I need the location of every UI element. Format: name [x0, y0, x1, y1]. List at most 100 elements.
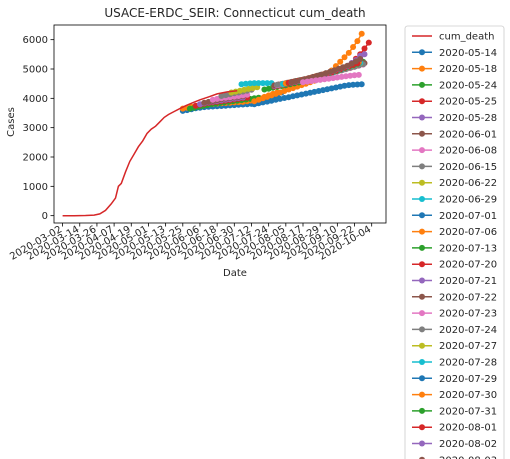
legend-swatch-marker [419, 375, 425, 382]
series-line-cum-death [62, 89, 238, 217]
series-point [345, 49, 352, 56]
y-tick-label: 4000 [23, 94, 48, 105]
legend-label: cum_death [439, 32, 494, 43]
legend-entry: 2020-08-03 [419, 455, 497, 459]
legend-entry: 2020-06-08 [412, 146, 497, 157]
legend-entry: 2020-07-06 [412, 227, 497, 238]
legend-label: 2020-07-31 [439, 406, 497, 417]
legend-label: 2020-07-29 [439, 374, 497, 385]
legend-entry: 2020-07-24 [412, 325, 497, 336]
legend-label: 2020-07-27 [439, 341, 497, 352]
legend-entry: 2020-05-25 [412, 97, 497, 108]
legend-swatch-marker [419, 81, 425, 88]
legend-swatch-marker [419, 163, 425, 170]
series-point [242, 80, 249, 87]
legend-swatch-marker [419, 65, 425, 72]
series-point [361, 45, 368, 52]
legend-label: 2020-07-13 [439, 243, 497, 254]
legend-label: 2020-07-20 [439, 260, 497, 271]
legend-swatch-marker [419, 440, 425, 447]
legend-swatch-marker [419, 49, 425, 56]
series-point [351, 72, 358, 79]
legend-entry: 2020-06-22 [412, 178, 497, 189]
plot-area [53, 24, 387, 224]
legend-entry: 2020-05-14 [412, 48, 497, 59]
legend-entry: 2020-06-29 [412, 195, 497, 206]
legend-entry: 2020-07-31 [412, 406, 497, 417]
legend-swatch-marker [419, 326, 425, 333]
legend-swatch-marker [419, 407, 425, 414]
legend-entry: 2020-06-01 [412, 129, 497, 140]
legend-entry: 2020-07-13 [412, 243, 497, 254]
legend-label: 2020-07-22 [439, 292, 497, 303]
legend-swatch-marker [419, 342, 425, 349]
legend-label: 2020-08-03 [439, 455, 497, 459]
legend-swatch-marker [419, 261, 425, 268]
legend-swatch-marker [419, 179, 425, 186]
legend: cum_death 2020-05-14 2020-05-18 2020-05-24 2… [404, 25, 505, 459]
y-tick-label: 0 [42, 211, 48, 222]
legend-entry: 2020-07-23 [412, 309, 497, 320]
series-point [244, 91, 251, 98]
series-2020-07-01 [251, 81, 365, 108]
legend-entry: 2020-08-02 [412, 439, 497, 450]
legend-swatch-marker [419, 310, 425, 317]
y-tick-label: 5000 [23, 65, 48, 76]
series-point [357, 56, 364, 62]
legend-label: 2020-06-01 [439, 129, 497, 140]
legend-label: 2020-05-18 [439, 64, 497, 75]
y-tick-label: 2000 [23, 153, 48, 164]
legend-entry: cum_death [412, 32, 494, 43]
legend-swatch-marker [419, 293, 425, 300]
x-axis: 2020-03-022020-03-142020-03-262020-04-07… [8, 223, 373, 263]
legend-swatch-marker [419, 147, 425, 154]
legend-entry: 2020-05-24 [412, 80, 497, 91]
y-tick-label: 1000 [23, 182, 48, 193]
legend-label: 2020-06-08 [439, 146, 497, 157]
legend-label: 2020-07-21 [439, 276, 497, 287]
series-point [358, 30, 365, 37]
legend-label: 2020-07-28 [439, 358, 497, 369]
series-point [350, 44, 357, 50]
legend-entry: 2020-08-01 [412, 423, 497, 434]
legend-swatch-marker [419, 114, 425, 121]
legend-swatch-marker [419, 196, 425, 202]
series-point [264, 80, 271, 87]
legend-entry: 2020-07-01 [412, 211, 497, 222]
legend-swatch-marker [419, 391, 425, 398]
legend-swatch-marker [419, 228, 425, 235]
legend-entry: 2020-07-20 [412, 260, 497, 271]
series-point [259, 80, 266, 87]
legend-label: 2020-07-01 [439, 211, 497, 222]
series-point [350, 81, 357, 88]
x-axis-label: Date [223, 268, 247, 279]
legend-label: 2020-06-29 [439, 195, 497, 206]
legend-swatch-marker [419, 130, 425, 137]
series-point [255, 80, 262, 87]
series-point [355, 71, 362, 78]
legend-label: 2020-08-02 [439, 439, 497, 450]
series-point [365, 39, 372, 46]
legend-swatch-marker [419, 456, 425, 459]
y-axis-label: Cases [6, 107, 17, 137]
legend-label: 2020-05-24 [439, 80, 497, 91]
y-tick-label: 3000 [23, 123, 48, 134]
legend-entry: 2020-07-28 [412, 358, 497, 369]
legend-entry: 2020-05-18 [412, 64, 497, 75]
legend-label: 2020-07-23 [439, 309, 497, 320]
legend-swatch-marker [419, 244, 425, 251]
legend-entry: 2020-07-22 [412, 292, 497, 303]
legend-label: 2020-07-30 [439, 390, 497, 401]
plot-frame [53, 24, 387, 224]
series-2020-08-10 [300, 71, 362, 86]
series-point [358, 81, 365, 88]
legend-entry: 2020-07-29 [412, 374, 497, 385]
legend-label: 2020-06-15 [439, 162, 497, 173]
legend-swatch-marker [419, 359, 425, 365]
legend-swatch-marker [419, 212, 425, 219]
series-point [354, 38, 361, 45]
legend-label: 2020-05-28 [439, 113, 497, 124]
series-point [337, 58, 344, 65]
legend-entry: 2020-07-30 [412, 390, 497, 401]
